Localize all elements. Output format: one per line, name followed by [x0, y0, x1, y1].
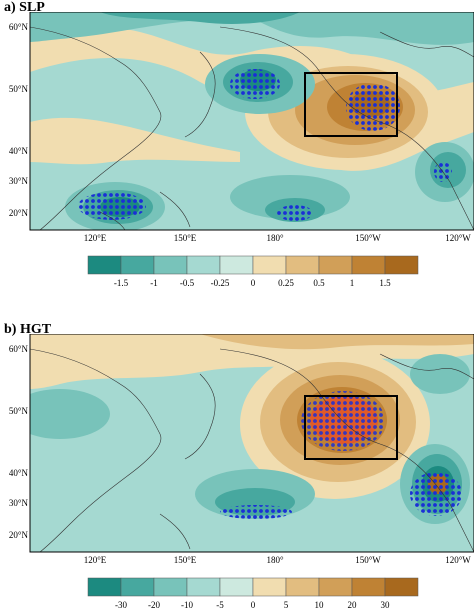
- panel-b-lon-label: 150°W: [355, 555, 381, 564]
- panel-a-colorbar-label: 1: [350, 278, 355, 288]
- panel-a-colorbar-swatch: [384, 255, 419, 275]
- panel-b-colorbar-swatch: [153, 577, 188, 597]
- panel-a-colorbar-swatch: [285, 255, 320, 275]
- panel-a-colorbar-label: -0.25: [211, 278, 230, 288]
- panel-a-lat-label: 20°N: [9, 208, 29, 218]
- panel-b-colorbar: -30 -20 -10 -5 0 5 10 20 30: [87, 577, 419, 610]
- panel-b-lat-label: 40°N: [9, 468, 29, 478]
- panel-a-colorbar-swatch: [186, 255, 221, 275]
- panel-b-title: b) HGT: [4, 322, 52, 337]
- panel-a-colorbar-swatch: [153, 255, 188, 275]
- panel-a-lon-label: 150°E: [174, 233, 197, 242]
- panel-a-lon-label: 120°E: [84, 233, 107, 242]
- panel-b-colorbar-swatch: [87, 577, 122, 597]
- panel-a-colorbar-label: 0.25: [278, 278, 294, 288]
- panel-a-lon-label: 180°: [266, 233, 284, 242]
- panel-b-colorbar-label: -20: [148, 600, 160, 610]
- panel-a-lon-label: 150°W: [355, 233, 381, 242]
- panel-b-colorbar-label: 5: [284, 600, 289, 610]
- panel-a-colorbar: -1.5 -1 -0.5 -0.25 0 0.25 0.5 1 1.5: [87, 255, 419, 288]
- panel-a-lon-label: 120°W: [445, 233, 471, 242]
- panel-b-lon-label: 180°: [266, 555, 284, 564]
- panel-a-colorbar-swatch: [219, 255, 254, 275]
- panel-a-colorbar-label: 1.5: [379, 278, 391, 288]
- panel-b-colorbar-swatch: [285, 577, 320, 597]
- panel-b-lat-label: 20°N: [9, 530, 29, 540]
- panel-a-field: [30, 12, 474, 230]
- panel-b-colorbar-swatch: [252, 577, 287, 597]
- panel-b-colorbar-label: 0: [251, 600, 256, 610]
- panel-a-colorbar-swatch: [120, 255, 155, 275]
- panel-a-colorbar-swatch: [87, 255, 122, 275]
- panel-b-coastlines: [30, 348, 474, 552]
- panel-b-colorbar-swatch: [351, 577, 386, 597]
- panel-b-lon-label: 150°E: [174, 555, 197, 564]
- panel-a-colorbar-label: -1: [150, 278, 158, 288]
- panel-b-lat-label: 50°N: [9, 406, 29, 416]
- panel-b-colorbar-swatch: [384, 577, 419, 597]
- panel-b-colorbar-label: 20: [348, 600, 358, 610]
- panel-a-stipple-regions: [78, 69, 452, 221]
- panel-b-lat-label: 30°N: [9, 498, 29, 508]
- panel-a-colorbar-swatch: [351, 255, 386, 275]
- panel-a-colorbar-label: 0: [251, 278, 256, 288]
- panel-b-colorbar-swatch: [120, 577, 155, 597]
- panel-b-colorbar-label: -10: [181, 600, 193, 610]
- panel-a-colorbar-label: -0.5: [180, 278, 195, 288]
- panel-a-study-box: [304, 72, 398, 137]
- panel-a-lat-label: 60°N: [9, 22, 29, 32]
- panel-a-title: a) SLP: [4, 0, 45, 15]
- panel-a-colorbar-label: 0.5: [313, 278, 325, 288]
- panel-b-colorbar-label: 10: [315, 600, 325, 610]
- panel-b-field: [30, 334, 474, 552]
- panel-a-lat-label: 30°N: [9, 176, 29, 186]
- panel-a-colorbar-swatch: [252, 255, 287, 275]
- panel-b-lon-label: 120°E: [84, 555, 107, 564]
- panel-b-colorbar-label: 30: [381, 600, 391, 610]
- panel-b-map: 60°N 50°N 40°N 30°N 20°N 120°E 150°E 180…: [9, 334, 474, 564]
- panel-b-lat-label: 60°N: [9, 344, 29, 354]
- panel-b-colorbar-swatch: [318, 577, 353, 597]
- panel-a-map: 60°N 50°N 40°N 30°N 20°N 120°E 150°E 180…: [9, 12, 474, 242]
- panel-b-study-box: [304, 395, 398, 460]
- panel-b-lon-label: 120°W: [445, 555, 471, 564]
- panel-b-colorbar-label: -30: [115, 600, 127, 610]
- panel-b-colorbar-label: -5: [216, 600, 224, 610]
- panel-b-stipple-regions: [220, 391, 462, 519]
- panel-a-lat-label: 50°N: [9, 84, 29, 94]
- panel-a-colorbar-swatch: [318, 255, 353, 275]
- panel-b-colorbar-swatch: [219, 577, 254, 597]
- panel-a-lat-label: 40°N: [9, 146, 29, 156]
- panel-a-coastlines: [30, 26, 474, 230]
- panel-b-colorbar-swatch: [186, 577, 221, 597]
- panel-a-colorbar-label: -1.5: [114, 278, 129, 288]
